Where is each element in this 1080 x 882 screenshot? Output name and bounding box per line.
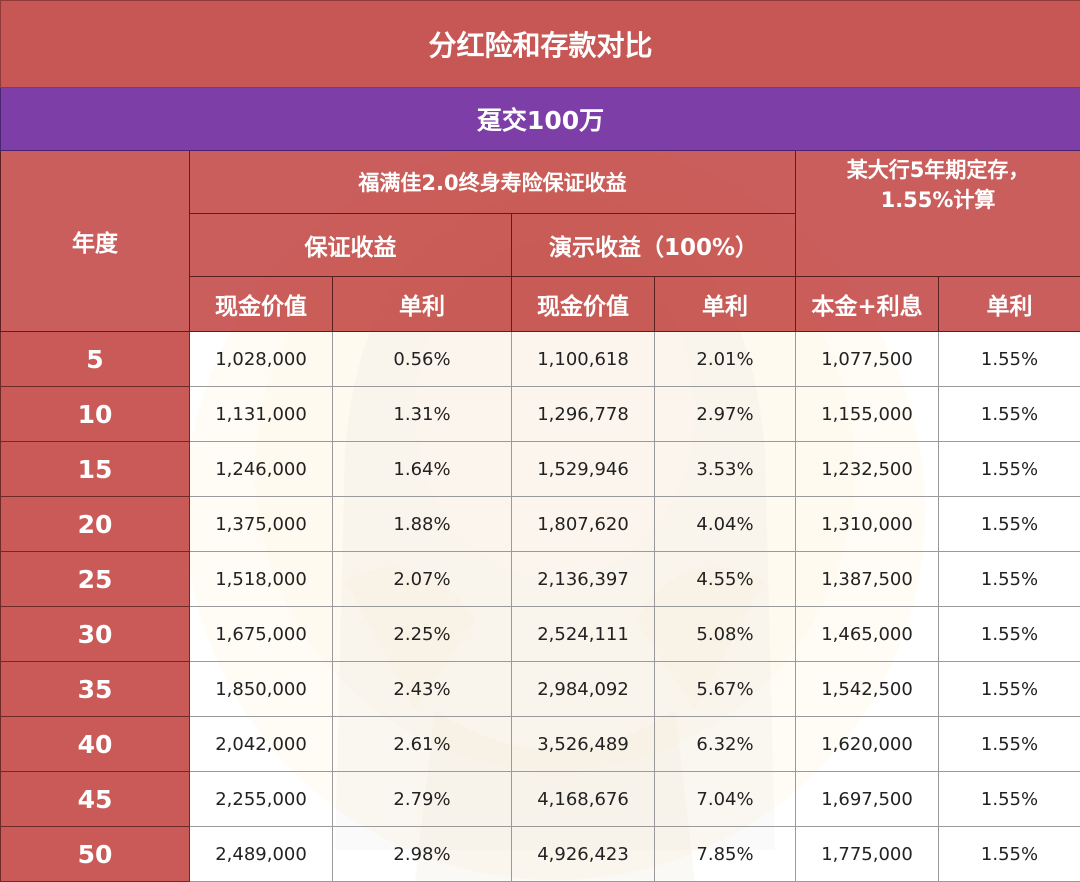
guaranteed-cash-cell: 1,518,000 (189, 551, 333, 607)
year-cell: 50 (0, 826, 190, 882)
guaranteed-rate-cell: 2.25% (332, 606, 512, 662)
guaranteed-rate-cell: 2.79% (332, 771, 512, 827)
demo-header: 演示收益（100%） (511, 213, 796, 277)
bank-total-cell: 1,775,000 (795, 826, 939, 882)
year-cell: 5 (0, 331, 190, 387)
table-row: 25 1,518,000 2.07% 2,136,397 4.55% 1,387… (0, 551, 1080, 607)
product-header: 福满佳2.0终身寿险保证收益 (189, 150, 796, 214)
demo-cash-cell: 2,984,092 (511, 661, 655, 717)
table-row: 20 1,375,000 1.88% 1,807,620 4.04% 1,310… (0, 496, 1080, 552)
bank-rate-cell: 1.55% (937, 771, 1080, 827)
bank-total-cell: 1,077,500 (795, 331, 939, 387)
year-cell: 15 (0, 441, 190, 497)
demo-rate-cell: 6.32% (654, 716, 796, 772)
bank-rate-cell: 1.55% (937, 661, 1080, 717)
bank-total-cell: 1,310,000 (795, 496, 939, 552)
table-row: 45 2,255,000 2.79% 4,168,676 7.04% 1,697… (0, 771, 1080, 827)
year-header: 年度 (0, 150, 190, 332)
demo-cash-cell: 2,524,111 (511, 606, 655, 662)
bank-rate-cell: 1.55% (937, 826, 1080, 882)
bank-rate-cell: 1.55% (937, 441, 1080, 497)
year-cell: 25 (0, 551, 190, 607)
demo-rate-cell: 5.08% (654, 606, 796, 662)
guaranteed-cash-cell: 2,042,000 (189, 716, 333, 772)
demo-rate-cell: 2.01% (654, 331, 796, 387)
guaranteed-rate-cell: 1.64% (332, 441, 512, 497)
year-cell: 30 (0, 606, 190, 662)
guaranteed-rate-cell: 1.88% (332, 496, 512, 552)
table-row: 15 1,246,000 1.64% 1,529,946 3.53% 1,232… (0, 441, 1080, 497)
guaranteed-rate-cell: 1.31% (332, 386, 512, 442)
bank-rate-cell: 1.55% (937, 496, 1080, 552)
guaranteed-rate-cell: 2.07% (332, 551, 512, 607)
bank-header-line1: 某大行5年期定存， (846, 158, 1030, 182)
simple-rate-header-demo: 单利 (654, 276, 796, 332)
bank-total-cell: 1,155,000 (795, 386, 939, 442)
year-cell: 35 (0, 661, 190, 717)
bank-rate-cell: 1.55% (937, 606, 1080, 662)
bank-total-cell: 1,232,500 (795, 441, 939, 497)
bank-total-cell: 1,542,500 (795, 661, 939, 717)
simple-rate-header-bank: 单利 (937, 276, 1080, 332)
year-cell: 20 (0, 496, 190, 552)
demo-rate-cell: 5.67% (654, 661, 796, 717)
demo-cash-cell: 1,529,946 (511, 441, 655, 497)
guaranteed-cash-cell: 2,255,000 (189, 771, 333, 827)
demo-cash-cell: 1,807,620 (511, 496, 655, 552)
guaranteed-rate-cell: 0.56% (332, 331, 512, 387)
guaranteed-cash-cell: 1,131,000 (189, 386, 333, 442)
bank-header: 某大行5年期定存， 1.55%计算 (794, 150, 1080, 277)
guaranteed-cash-cell: 1,850,000 (189, 661, 333, 717)
bank-total-cell: 1,620,000 (795, 716, 939, 772)
guaranteed-cash-cell: 1,246,000 (189, 441, 333, 497)
bank-total-cell: 1,465,000 (795, 606, 939, 662)
bank-rate-cell: 1.55% (937, 551, 1080, 607)
bank-rate-cell: 1.55% (937, 331, 1080, 387)
simple-rate-header-guaranteed: 单利 (332, 276, 512, 332)
guaranteed-rate-cell: 2.61% (332, 716, 512, 772)
demo-cash-cell: 1,100,618 (511, 331, 655, 387)
demo-cash-cell: 3,526,489 (511, 716, 655, 772)
bank-rate-cell: 1.55% (937, 716, 1080, 772)
table-body: 5 1,028,000 0.56% 1,100,618 2.01% 1,077,… (0, 331, 1080, 882)
cash-value-header-demo: 现金价值 (511, 276, 655, 332)
table-row: 50 2,489,000 2.98% 4,926,423 7.85% 1,775… (0, 826, 1080, 882)
year-cell: 40 (0, 716, 190, 772)
payment-subtitle: 趸交100万 (0, 87, 1080, 151)
table-row: 40 2,042,000 2.61% 3,526,489 6.32% 1,620… (0, 716, 1080, 772)
guaranteed-rate-cell: 2.98% (332, 826, 512, 882)
guaranteed-rate-cell: 2.43% (332, 661, 512, 717)
bank-total-cell: 1,387,500 (795, 551, 939, 607)
year-cell: 10 (0, 386, 190, 442)
guaranteed-cash-cell: 1,375,000 (189, 496, 333, 552)
guaranteed-cash-cell: 1,675,000 (189, 606, 333, 662)
demo-rate-cell: 2.97% (654, 386, 796, 442)
bank-rate-cell: 1.55% (937, 386, 1080, 442)
demo-cash-cell: 2,136,397 (511, 551, 655, 607)
bank-total-cell: 1,697,500 (795, 771, 939, 827)
demo-rate-cell: 7.85% (654, 826, 796, 882)
table-row: 10 1,131,000 1.31% 1,296,778 2.97% 1,155… (0, 386, 1080, 442)
guaranteed-cash-cell: 1,028,000 (189, 331, 333, 387)
demo-cash-cell: 1,296,778 (511, 386, 655, 442)
table-row: 30 1,675,000 2.25% 2,524,111 5.08% 1,465… (0, 606, 1080, 662)
table-row: 35 1,850,000 2.43% 2,984,092 5.67% 1,542… (0, 661, 1080, 717)
demo-rate-cell: 7.04% (654, 771, 796, 827)
demo-rate-cell: 3.53% (654, 441, 796, 497)
year-cell: 45 (0, 771, 190, 827)
demo-rate-cell: 4.55% (654, 551, 796, 607)
demo-rate-cell: 4.04% (654, 496, 796, 552)
table-row: 5 1,028,000 0.56% 1,100,618 2.01% 1,077,… (0, 331, 1080, 387)
demo-cash-cell: 4,168,676 (511, 771, 655, 827)
guaranteed-cash-cell: 2,489,000 (189, 826, 333, 882)
bank-header-line2: 1.55%计算 (880, 188, 996, 212)
page-title: 分红险和存款对比 (0, 0, 1080, 88)
principal-interest-header: 本金+利息 (795, 276, 939, 332)
cash-value-header-guaranteed: 现金价值 (189, 276, 333, 332)
demo-cash-cell: 4,926,423 (511, 826, 655, 882)
guaranteed-header: 保证收益 (189, 213, 512, 277)
